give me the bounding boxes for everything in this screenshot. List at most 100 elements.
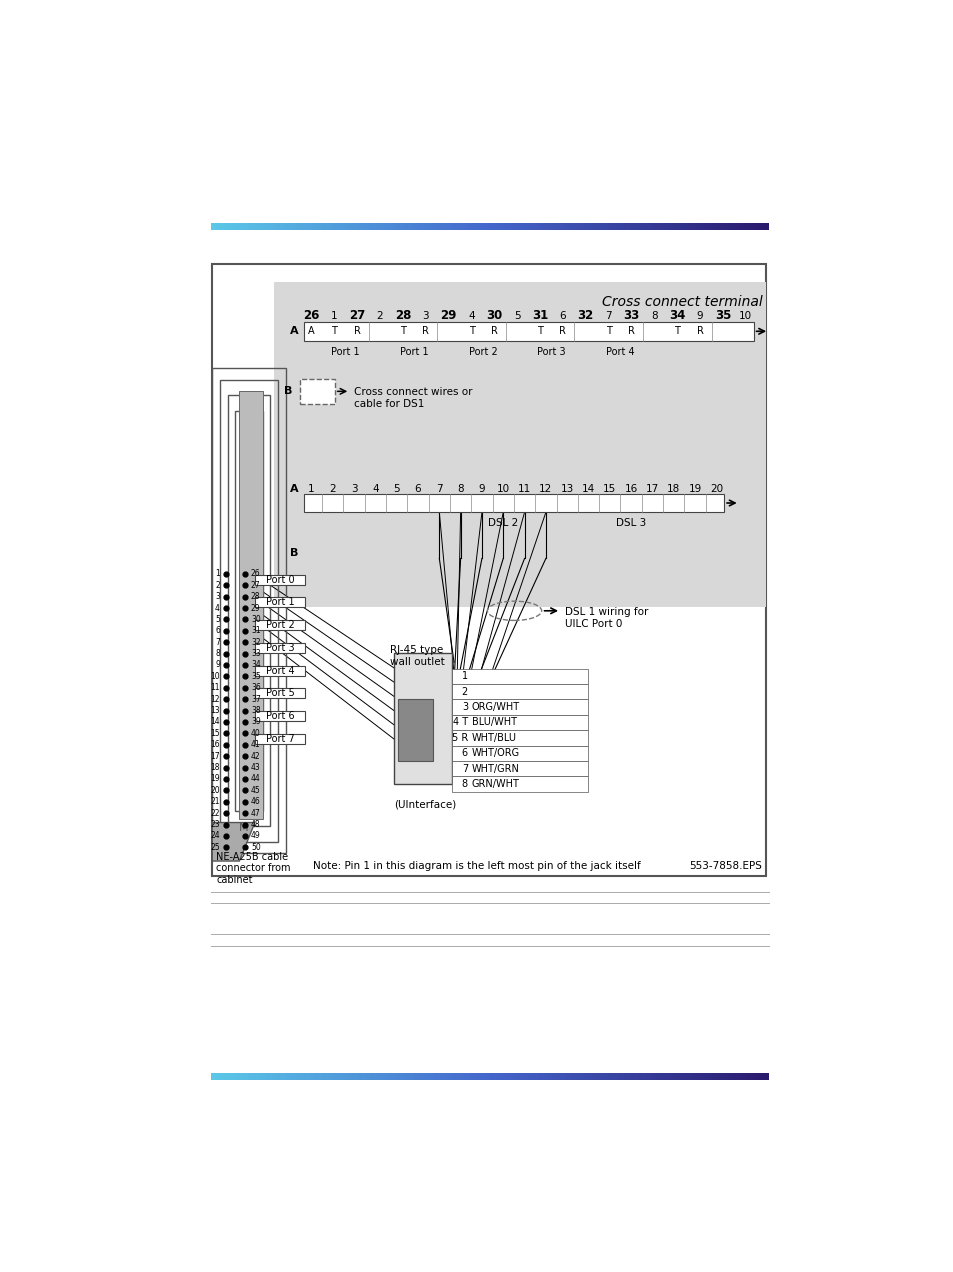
Text: 37: 37 — [251, 695, 260, 703]
Text: 49: 49 — [251, 832, 260, 841]
Text: 3: 3 — [214, 593, 220, 602]
Text: 12: 12 — [538, 485, 552, 494]
Text: 32: 32 — [578, 309, 594, 322]
Text: 11: 11 — [517, 485, 531, 494]
Text: 1: 1 — [215, 570, 220, 579]
Text: 10: 10 — [211, 672, 220, 681]
Bar — [254, 598, 305, 607]
Bar — [274, 282, 765, 607]
Text: 45: 45 — [251, 786, 260, 795]
Text: 29: 29 — [251, 603, 260, 613]
Bar — [212, 265, 765, 876]
Text: 8: 8 — [456, 485, 463, 494]
Text: 4 T: 4 T — [453, 717, 468, 728]
Text: 1: 1 — [331, 310, 337, 321]
Text: T: T — [399, 327, 405, 336]
Bar — [397, 700, 433, 761]
Text: ORG/WHT: ORG/WHT — [472, 702, 519, 712]
Text: 23: 23 — [211, 820, 220, 829]
Text: 6: 6 — [214, 626, 220, 635]
Text: 34: 34 — [251, 660, 260, 669]
Bar — [254, 665, 305, 675]
Text: 4: 4 — [372, 485, 378, 494]
Bar — [254, 642, 305, 653]
Text: 19: 19 — [211, 775, 220, 784]
Text: 30: 30 — [251, 614, 260, 623]
Text: 10: 10 — [739, 310, 752, 321]
Text: R: R — [696, 327, 702, 336]
Text: 6: 6 — [559, 310, 566, 321]
Text: 14: 14 — [211, 717, 220, 726]
Text: T: T — [468, 327, 474, 336]
Bar — [394, 653, 452, 784]
Text: R: R — [491, 327, 497, 336]
Text: 27: 27 — [251, 581, 260, 590]
Text: 28: 28 — [251, 593, 260, 602]
Text: Port 7: Port 7 — [265, 734, 294, 744]
Text: 15: 15 — [602, 485, 616, 494]
Bar — [254, 734, 305, 744]
Bar — [303, 494, 723, 513]
Text: B: B — [284, 387, 292, 397]
Text: 41: 41 — [251, 740, 260, 749]
Text: 21: 21 — [211, 798, 220, 806]
Text: 5 R: 5 R — [452, 733, 468, 743]
Text: 32: 32 — [251, 637, 260, 646]
Text: Port 4: Port 4 — [605, 347, 634, 356]
Text: (UInterface): (UInterface) — [394, 799, 456, 809]
Text: 4: 4 — [214, 603, 220, 613]
Text: Note: Pin 1 in this diagram is the left most pin of the jack itself: Note: Pin 1 in this diagram is the left … — [313, 861, 640, 871]
Text: 5: 5 — [514, 310, 520, 321]
Text: 42: 42 — [251, 752, 260, 761]
Bar — [452, 700, 587, 715]
Text: 14: 14 — [581, 485, 595, 494]
Bar — [254, 688, 305, 698]
Text: 44: 44 — [251, 775, 260, 784]
Text: R: R — [558, 327, 566, 336]
Text: 15: 15 — [211, 729, 220, 738]
Text: 26: 26 — [303, 309, 319, 322]
Text: 5: 5 — [214, 614, 220, 623]
Text: BLU/WHT: BLU/WHT — [472, 717, 517, 728]
Text: Port 2: Port 2 — [265, 621, 294, 630]
Text: 46: 46 — [251, 798, 260, 806]
Text: 8: 8 — [215, 649, 220, 658]
Text: Port 4: Port 4 — [266, 665, 294, 675]
Text: T: T — [331, 327, 337, 336]
Bar — [228, 396, 270, 827]
Text: 22: 22 — [211, 809, 220, 818]
Bar — [452, 684, 587, 700]
Text: 16: 16 — [211, 740, 220, 749]
Text: Cross connect terminal: Cross connect terminal — [601, 295, 761, 309]
Bar — [452, 776, 587, 791]
Bar — [452, 745, 587, 761]
Bar — [452, 669, 587, 684]
Text: NE-A25B cable
connector from
cabinet: NE-A25B cable connector from cabinet — [216, 852, 291, 885]
Text: 9: 9 — [696, 310, 702, 321]
Text: 7: 7 — [605, 310, 611, 321]
Text: Port 1: Port 1 — [399, 347, 428, 356]
Text: Port 2: Port 2 — [468, 347, 497, 356]
Text: A: A — [290, 327, 298, 336]
Text: 24: 24 — [211, 832, 220, 841]
Text: 19: 19 — [688, 485, 701, 494]
Text: 2: 2 — [329, 485, 335, 494]
Bar — [452, 715, 587, 730]
Bar — [303, 322, 753, 341]
Text: 31: 31 — [251, 626, 260, 635]
Text: WHT/ORG: WHT/ORG — [472, 748, 519, 758]
Text: A: A — [308, 327, 314, 336]
Text: 20: 20 — [709, 485, 722, 494]
Text: Port 5: Port 5 — [265, 688, 294, 698]
Text: 33: 33 — [251, 649, 260, 658]
Text: 29: 29 — [440, 309, 456, 322]
Text: WHT/BLU: WHT/BLU — [472, 733, 517, 743]
Text: 4: 4 — [468, 310, 475, 321]
Text: 17: 17 — [211, 752, 220, 761]
Text: 1: 1 — [308, 485, 314, 494]
Text: 2: 2 — [461, 687, 468, 697]
Text: 31: 31 — [532, 309, 548, 322]
Text: R: R — [422, 327, 429, 336]
Text: Port 1: Port 1 — [331, 347, 359, 356]
Text: WHT/GRN: WHT/GRN — [472, 763, 519, 773]
